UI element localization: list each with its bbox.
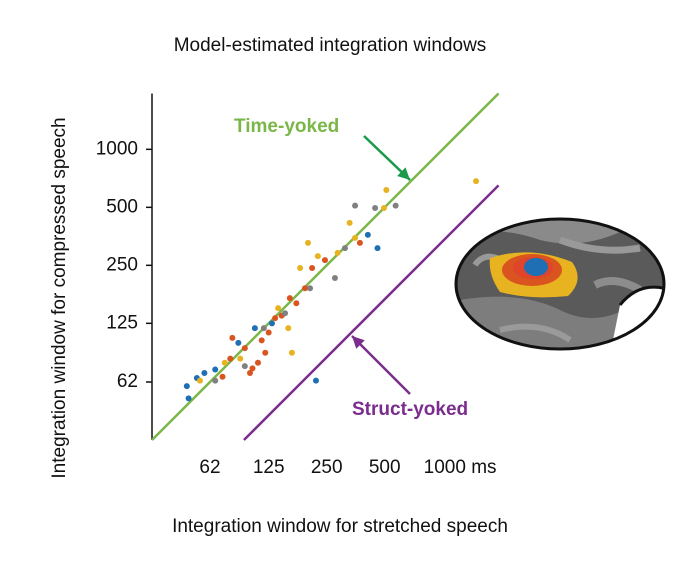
point (260, 325, 267, 332)
x-tick-label: 500 (369, 457, 401, 478)
point (285, 325, 292, 332)
point (302, 285, 309, 292)
y-tick-label: 125 (106, 312, 138, 333)
point (307, 285, 314, 292)
annotation-arrow (351, 335, 411, 395)
y-axis-label: Integration window for compressed speech (49, 117, 70, 478)
point (212, 366, 219, 373)
point (254, 359, 261, 366)
reference-line (151, 92, 500, 441)
point (352, 202, 359, 209)
chart-title: Model-estimated integration windows (174, 35, 487, 56)
point (383, 187, 390, 194)
point (237, 355, 244, 362)
x-tick-label: 125 (253, 457, 285, 478)
y-tick-label: 62 (117, 371, 138, 392)
arrow-head (397, 167, 410, 180)
y-tick-label: 250 (106, 254, 138, 275)
point (196, 377, 203, 384)
point (293, 300, 300, 307)
y-tick-label: 500 (106, 196, 138, 217)
x-tick-label: 250 (311, 457, 343, 478)
x-axis-label: Integration window for stretched speech (172, 516, 508, 537)
point (265, 329, 272, 336)
arrow-head (352, 336, 365, 349)
point (275, 305, 282, 312)
point (251, 325, 258, 332)
point (392, 202, 399, 209)
reference-line (243, 184, 500, 441)
point (241, 345, 248, 352)
point (312, 377, 319, 384)
point (346, 219, 353, 226)
point (262, 349, 269, 356)
line-label: Time-yoked (234, 116, 339, 137)
point (212, 377, 219, 384)
x-tick-label: 1000 ms (424, 457, 497, 478)
point (321, 257, 328, 264)
point (219, 373, 226, 380)
point (364, 231, 371, 238)
point (297, 265, 304, 272)
point (334, 249, 341, 256)
point (372, 205, 379, 211)
point (473, 178, 480, 185)
point (235, 339, 242, 346)
brain-inset (454, 217, 666, 351)
point (249, 365, 256, 372)
y-tick-label: 1000 (96, 138, 138, 159)
point (241, 363, 248, 370)
point (286, 295, 293, 302)
point (352, 234, 359, 241)
point (282, 310, 289, 317)
point (288, 349, 295, 356)
point (305, 239, 312, 246)
point (221, 359, 228, 366)
point (314, 253, 321, 260)
point (268, 320, 275, 327)
point (247, 370, 254, 377)
point (309, 265, 316, 272)
point (272, 315, 279, 322)
point (185, 395, 192, 402)
point (183, 383, 190, 390)
point (227, 355, 234, 362)
point (229, 334, 236, 341)
point (341, 245, 348, 252)
point (201, 370, 208, 377)
line-label: Struct-yoked (352, 399, 468, 420)
point (331, 274, 338, 281)
point (381, 205, 387, 211)
point (374, 245, 381, 252)
x-tick-label: 62 (199, 457, 220, 478)
point (356, 239, 363, 246)
point (258, 337, 265, 344)
